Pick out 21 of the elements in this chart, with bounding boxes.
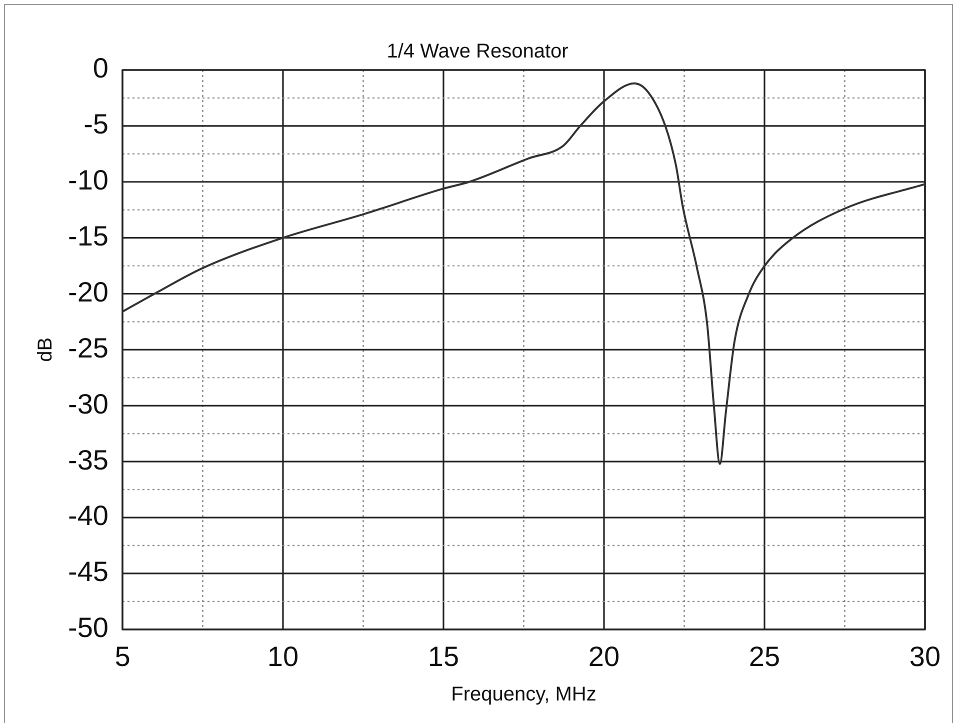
chart-title: 1/4 Wave Resonator: [386, 40, 569, 63]
y-tick-label: -45: [68, 556, 108, 588]
y-tick-label: -50: [68, 612, 108, 644]
y-tick-label: -25: [68, 332, 108, 364]
y-tick-label: -5: [84, 108, 108, 140]
y-axis-title: dB: [34, 337, 57, 362]
y-tick-label: -15: [68, 220, 108, 252]
y-tick-label: -40: [68, 500, 108, 532]
x-tick-label: 20: [588, 640, 620, 672]
x-tick-label: 25: [748, 640, 780, 672]
x-axis-title: Frequency, MHz: [451, 684, 596, 706]
y-tick-label: -20: [68, 276, 108, 308]
x-tick-label: 5: [114, 640, 130, 672]
y-tick-label: 0: [92, 52, 108, 84]
x-tick-label: 15: [428, 640, 460, 672]
line-series: [122, 82, 925, 465]
x-tick-label: 10: [267, 640, 299, 672]
y-tick-label: -35: [68, 444, 108, 476]
y-tick-label: -10: [68, 164, 108, 196]
x-tick-label: 30: [909, 640, 941, 672]
y-tick-label: -30: [68, 388, 108, 420]
